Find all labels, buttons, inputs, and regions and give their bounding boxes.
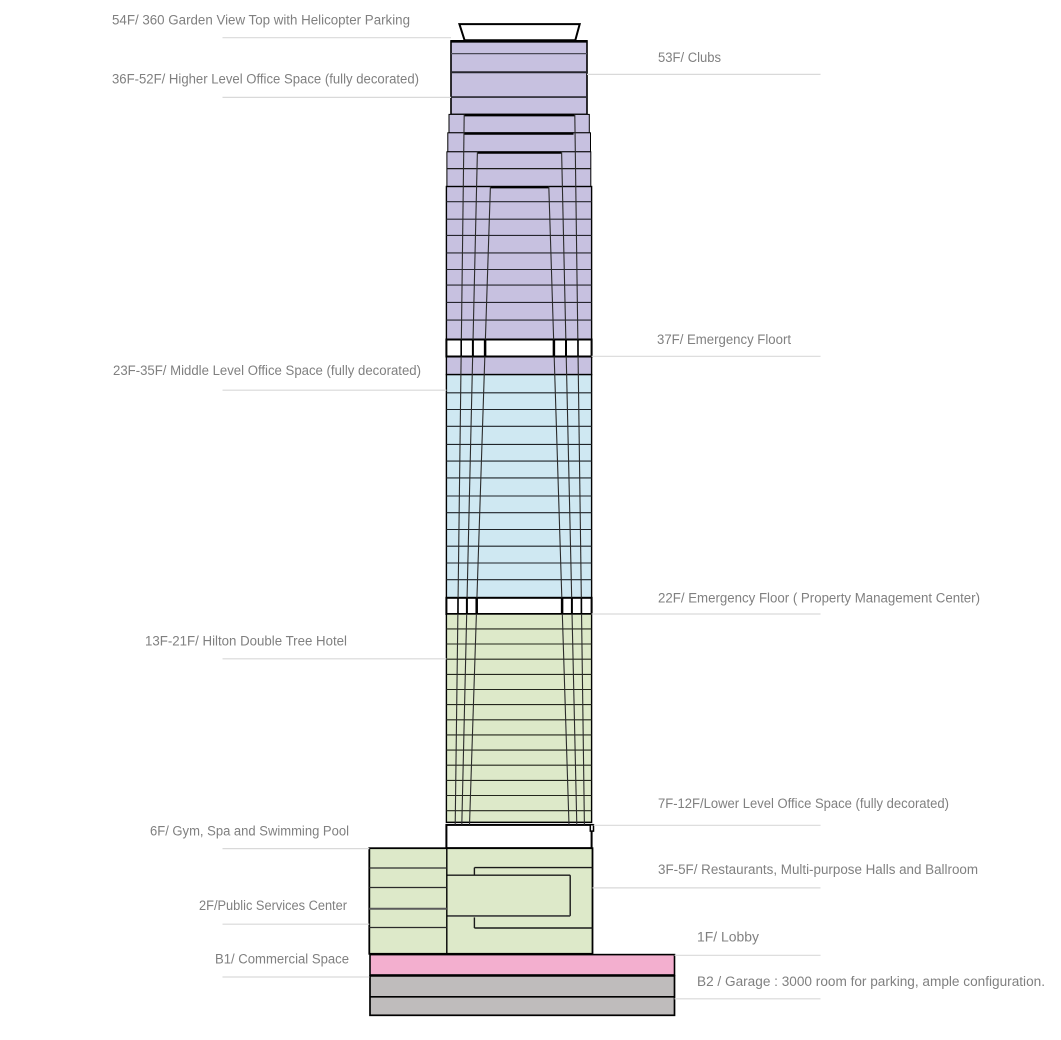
svg-text:54F/ 360 Garden View Top with: 54F/ 360 Garden View Top with Helicopter… xyxy=(112,13,410,28)
svg-text:37F/ Emergency Floort: 37F/ Emergency Floort xyxy=(657,332,791,347)
svg-text:6F/ Gym, Spa and Swimming Pool: 6F/ Gym, Spa and Swimming Pool xyxy=(150,824,349,839)
svg-text:7F-12F/Lower Level Office Spac: 7F-12F/Lower Level Office Space (fully d… xyxy=(658,796,949,811)
svg-text:B2 / Garage : 3000 room for pa: B2 / Garage : 3000 room for parking, amp… xyxy=(697,974,1045,989)
svg-text:23F-35F/ Middle Level Office S: 23F-35F/ Middle Level Office Space (full… xyxy=(113,363,421,378)
svg-text:1F/ Lobby: 1F/ Lobby xyxy=(697,930,759,945)
svg-text:13F-21F/ Hilton Double Tree Ho: 13F-21F/ Hilton Double Tree Hotel xyxy=(145,634,347,649)
svg-text:22F/ Emergency Floor ( Propert: 22F/ Emergency Floor ( Property Manageme… xyxy=(658,591,980,606)
svg-text:53F/ Clubs: 53F/ Clubs xyxy=(658,50,721,65)
svg-text:36F-52F/ Higher Level Office S: 36F-52F/ Higher Level Office Space (full… xyxy=(112,72,419,87)
svg-text:3F-5F/ Restaurants, Multi-purp: 3F-5F/ Restaurants, Multi-purpose Halls … xyxy=(658,862,978,877)
svg-text:2F/Public Services Center: 2F/Public Services Center xyxy=(199,898,348,913)
svg-text:B1/ Commercial Space: B1/ Commercial Space xyxy=(215,952,349,967)
